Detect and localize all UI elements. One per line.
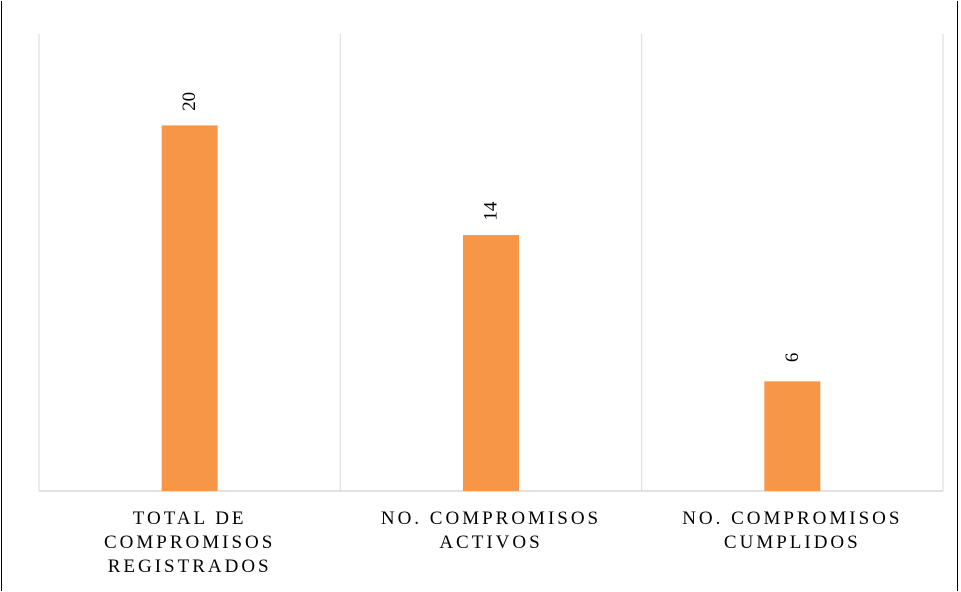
category-label-1-line-3: REGISTRADOS [107,556,272,577]
data-label-3: 6 [782,353,803,363]
bar-3 [764,381,821,491]
bar-2 [463,235,519,491]
category-label-1: TOTAL DE COMPROMISOS REGISTRADOS [70,507,310,579]
category-label-2-line-2: ACTIVOS [439,532,543,553]
data-label-2: 14 [481,201,502,221]
category-label-1-line-2: COMPROMISOS [103,532,276,553]
category-label-2-line-1: NO. COMPROMISOS [380,508,602,529]
category-label-2: NO. COMPROMISOS ACTIVOS [371,507,611,555]
category-label-3-line-2: CUMPLIDOS [723,532,861,553]
bar-1 [161,125,218,492]
category-label-3-line-1: NO. COMPROMISOS [682,508,903,529]
category-label-3: NO. COMPROMISOS CUMPLIDOS [672,507,912,555]
data-label-1: 20 [179,92,200,111]
category-label-1-line-1: TOTAL DE [132,508,247,529]
